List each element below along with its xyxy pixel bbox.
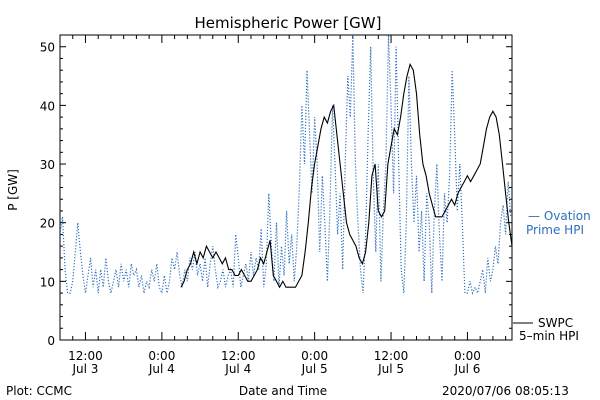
x-tick-time: 0:00	[454, 349, 481, 363]
legend-ovation-line1: — Ovation	[528, 209, 591, 223]
x-axis-label: Date and Time	[239, 384, 327, 398]
legend: — Ovation Prime HPI SWPC 5–min HPI	[513, 209, 591, 343]
series-swpc-line	[180, 62, 512, 289]
x-tick-time: 12:00	[68, 349, 103, 363]
y-tick-label: 10	[40, 275, 55, 289]
x-tick-date: Jul 3	[71, 362, 98, 376]
x-tick-date: Jul 5	[301, 362, 328, 376]
legend-ovation-line2: Prime HPI	[526, 223, 584, 237]
series-ovation-prime-line	[60, 35, 512, 296]
y-axis-label: P [GW]	[6, 169, 20, 211]
y-tick-label: 0	[47, 334, 55, 348]
y-tick-label: 40	[40, 99, 55, 113]
x-tick-time: 12:00	[221, 349, 256, 363]
legend-swpc-line2: 5–min HPI	[519, 329, 579, 343]
x-tick-time: 0:00	[301, 349, 328, 363]
x-tick-time: 12:00	[374, 349, 409, 363]
series-layer	[60, 35, 512, 296]
timestamp: 2020/07/06 08:05:13	[442, 384, 569, 398]
chart-title: Hemispheric Power [GW]	[195, 14, 382, 32]
y-tick-label: 50	[40, 41, 55, 55]
x-tick-time: 0:00	[148, 349, 175, 363]
x-tick-date: Jul 4	[224, 362, 251, 376]
legend-swpc-line1: SWPC	[538, 316, 573, 330]
y-tick-label: 30	[40, 158, 55, 172]
plot-frame	[59, 34, 513, 341]
x-tick-date: Jul 4	[148, 362, 175, 376]
y-tick-label: 20	[40, 217, 55, 231]
x-tick-date: Jul 6	[453, 362, 480, 376]
y-ticks: 0 10 20 30 40 50	[40, 34, 512, 348]
x-tick-date: Jul 5	[377, 362, 404, 376]
plot-credit: Plot: CCMC	[6, 384, 72, 398]
